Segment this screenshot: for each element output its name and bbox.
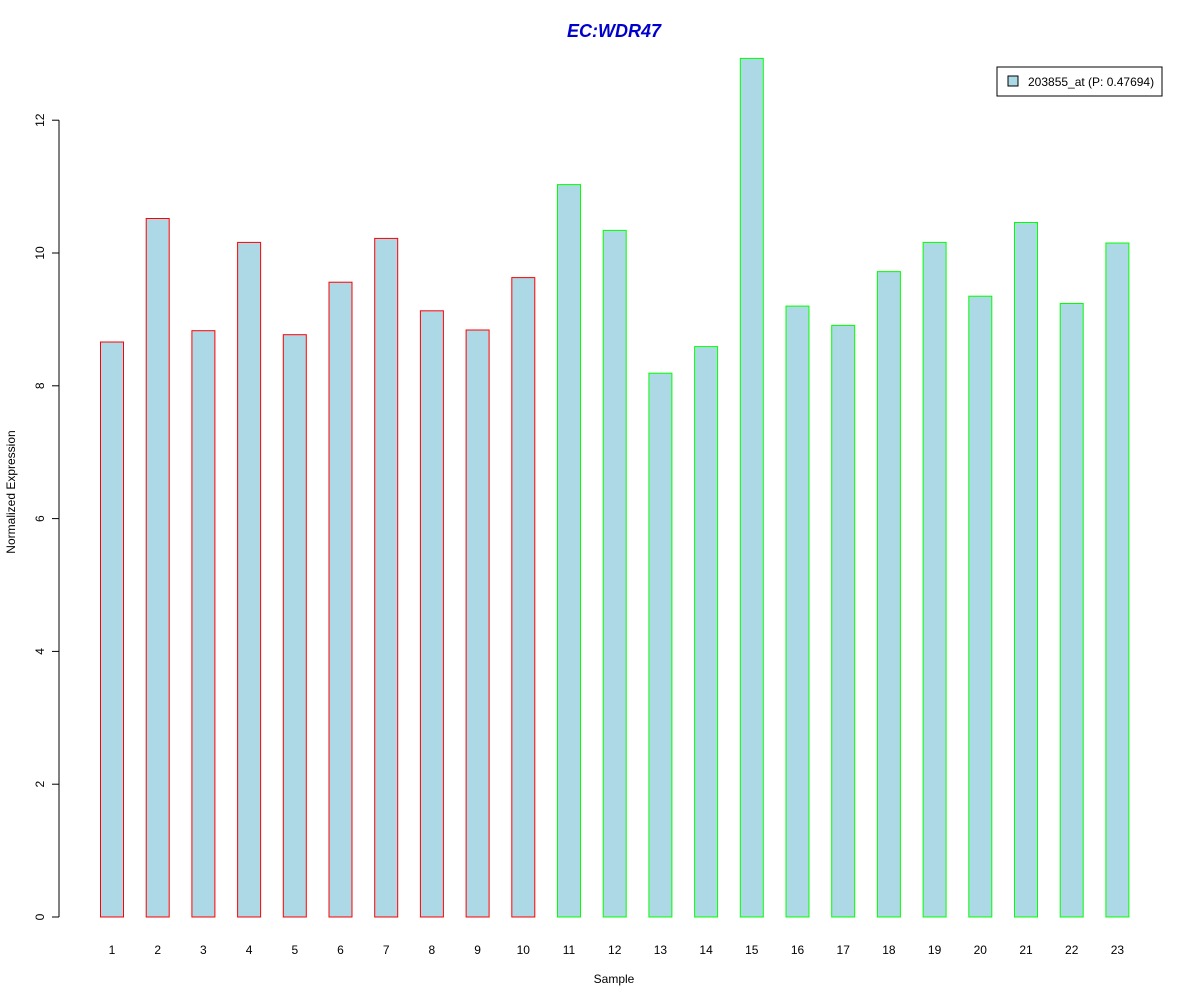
bar-sample-1 [100, 341, 124, 918]
bar-sample-13 [648, 372, 673, 918]
y-tick-label: 10 [33, 246, 47, 260]
chart-title: EC:WDR47 [567, 21, 662, 41]
bar-sample-23 [1105, 242, 1130, 918]
x-tick-label: 9 [474, 943, 481, 957]
bar-sample-17 [831, 324, 856, 918]
x-tick-label: 13 [654, 943, 668, 957]
bar-sample-16 [785, 305, 810, 918]
bar-sample-7 [374, 237, 399, 918]
x-tick-label: 8 [429, 943, 436, 957]
x-axis-label: Sample [594, 972, 635, 986]
x-tick-label: 7 [383, 943, 390, 957]
bar-sample-4 [237, 241, 262, 918]
bar-sample-22 [1059, 303, 1084, 918]
y-tick-label: 2 [33, 781, 47, 788]
y-tick-label: 12 [33, 113, 47, 127]
y-tick-label: 6 [33, 515, 47, 522]
x-tick-label: 17 [837, 943, 851, 957]
bar-sample-15 [739, 57, 764, 918]
x-tick-label: 19 [928, 943, 942, 957]
x-tick-labels: 1 2 3 4 5 6 7 8 9 10 11 12 13 14 15 16 17 18 19 20 21 22 23 [109, 943, 1125, 957]
bar-sample-5 [282, 334, 307, 918]
bar-sample-2 [145, 218, 170, 918]
bar-sample-19 [922, 241, 947, 918]
x-tick-label: 5 [291, 943, 298, 957]
y-tick-label: 0 [33, 913, 47, 920]
bar-sample-10 [511, 277, 536, 918]
bars-group [100, 57, 1130, 918]
y-tick-label: 4 [33, 648, 47, 655]
x-tick-label: 2 [154, 943, 161, 957]
x-tick-label: 20 [974, 943, 988, 957]
x-tick-label: 10 [517, 943, 531, 957]
bar-sample-20 [968, 295, 993, 918]
x-tick-label: 11 [563, 943, 576, 957]
legend: 203855_at (P: 0.47694) [996, 66, 1163, 97]
bar-sample-14 [694, 346, 719, 918]
y-axis: 0 2 4 6 8 10 12 [33, 113, 60, 920]
legend-box [996, 66, 1163, 97]
x-tick-label: 3 [200, 943, 207, 957]
x-tick-label: 22 [1065, 943, 1079, 957]
bar-sample-12 [602, 229, 627, 918]
y-axis-label: Normalized Expression [4, 430, 18, 553]
x-tick-label: 14 [699, 943, 713, 957]
bar-sample-18 [876, 271, 901, 918]
x-tick-label: 1 [109, 943, 116, 957]
bar-sample-8 [419, 310, 444, 918]
x-tick-label: 6 [337, 943, 344, 957]
legend-label: 203855_at (P: 0.47694) [1028, 75, 1154, 89]
x-tick-label: 12 [608, 943, 622, 957]
x-tick-label: 21 [1019, 943, 1033, 957]
bar-sample-3 [191, 330, 216, 918]
x-tick-label: 18 [882, 943, 896, 957]
x-tick-label: 15 [745, 943, 759, 957]
y-tick-label: 8 [33, 382, 47, 389]
bar-sample-11 [557, 184, 581, 918]
legend-swatch [1007, 75, 1019, 87]
bar-sample-9 [465, 329, 490, 918]
bar-sample-6 [328, 281, 353, 918]
x-tick-label: 16 [791, 943, 805, 957]
bar-sample-21 [1014, 222, 1038, 918]
x-tick-label: 4 [246, 943, 253, 957]
x-tick-label: 23 [1111, 943, 1125, 957]
